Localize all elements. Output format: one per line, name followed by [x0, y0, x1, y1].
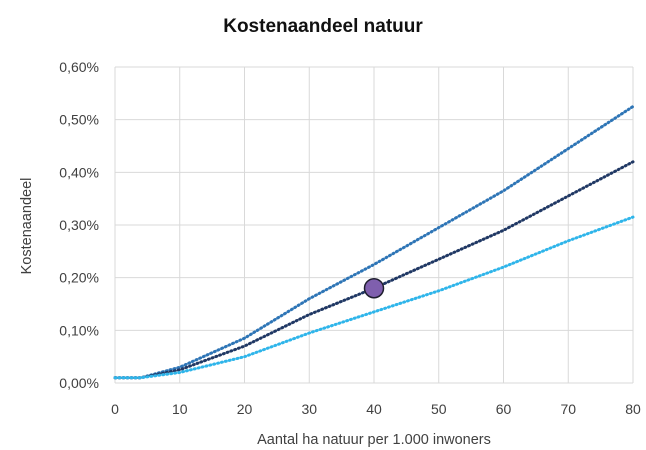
y-tick-label-2: 0,20% [59, 270, 99, 286]
y-tick-label-6: 0,60% [59, 59, 99, 75]
series-line-3 [113, 215, 635, 380]
y-axis-label: Kostenaandeel [19, 178, 35, 275]
x-tick-label-7: 70 [560, 401, 576, 417]
highlight-point [363, 277, 385, 299]
x-tick-label-6: 60 [496, 401, 512, 417]
x-tick-label-1: 10 [172, 401, 188, 417]
series-line-1 [113, 105, 635, 380]
series-group [113, 105, 635, 380]
x-tick-label-8: 80 [625, 401, 641, 417]
x-tick-label-4: 40 [366, 401, 382, 417]
x-tick-label-3: 30 [301, 401, 317, 417]
gridlines [114, 66, 634, 384]
y-tick-label-3: 0,30% [59, 217, 99, 233]
highlight-group [363, 277, 385, 299]
y-tick-label-5: 0,50% [59, 112, 99, 128]
y-tick-label-4: 0,40% [59, 164, 99, 180]
y-tick-label-1: 0,10% [59, 322, 99, 338]
x-tick-label-0: 0 [111, 401, 119, 417]
x-axis-label: Aantal ha natuur per 1.000 inwoners [257, 432, 491, 448]
x-tick-label-5: 50 [431, 401, 447, 417]
x-tick-label-2: 20 [237, 401, 253, 417]
y-tick-label-0: 0,00% [59, 375, 99, 391]
series-line-2 [113, 160, 635, 380]
y-axis-ticks: 0,00% 0,10% 0,20% 0,30% 0,40% 0,50% 0,60% [59, 59, 99, 391]
chart-title: Kostenaandeel natuur [223, 16, 423, 37]
x-axis-ticks: 0 10 20 30 40 50 60 70 80 [111, 401, 641, 417]
